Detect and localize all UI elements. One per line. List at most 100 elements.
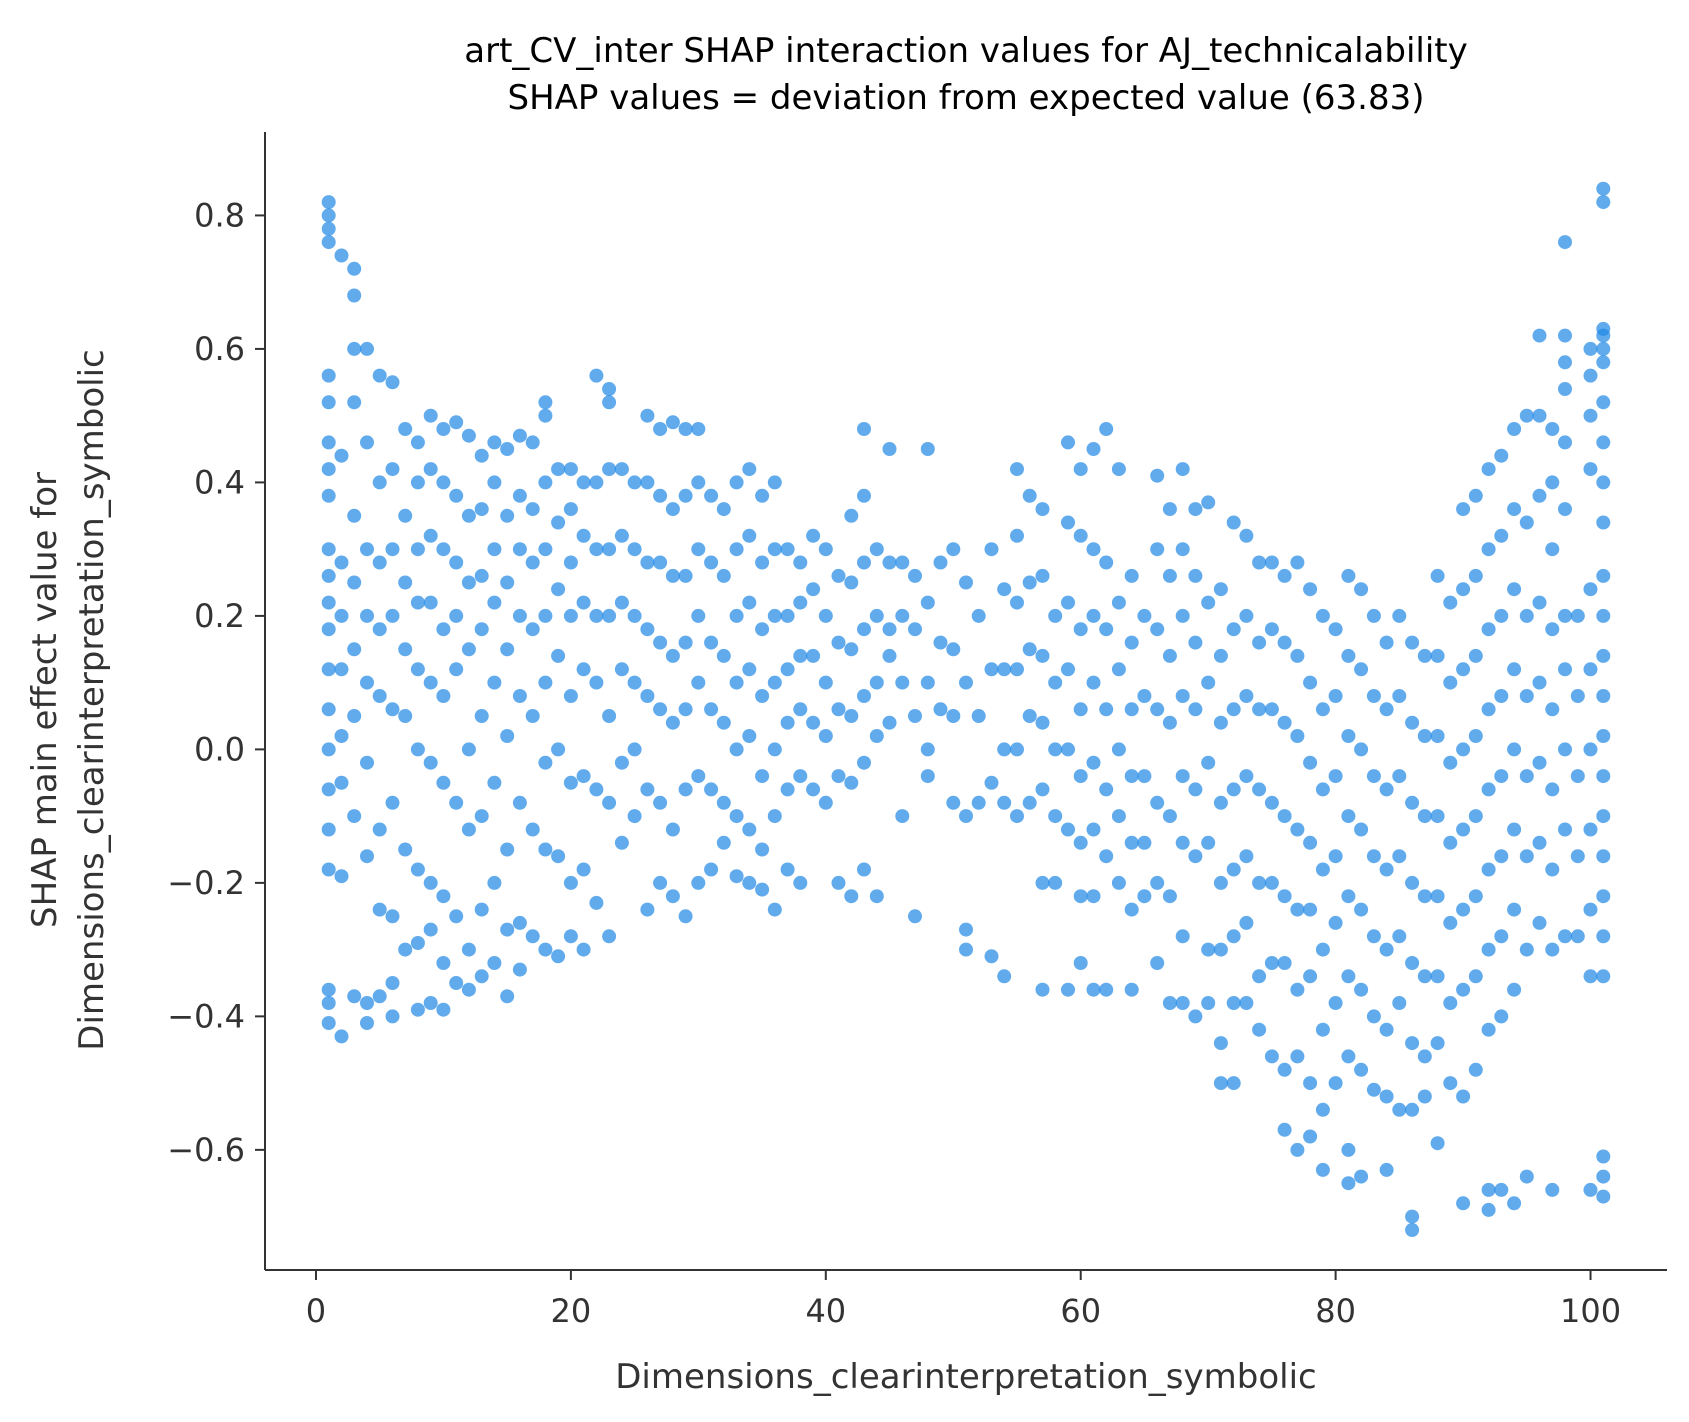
x-tick-label: 60 [1060, 1292, 1101, 1330]
data-point [1201, 675, 1216, 690]
data-point [1073, 622, 1088, 637]
data-point [436, 956, 451, 970]
data-point [1022, 642, 1037, 657]
data-point [678, 782, 693, 797]
data-point [321, 368, 336, 383]
data-point [360, 675, 374, 690]
data-point [563, 775, 578, 790]
data-point [474, 502, 489, 517]
data-point [347, 809, 362, 824]
data-point [1341, 889, 1356, 904]
data-point [946, 642, 961, 657]
data-point [704, 862, 719, 877]
data-point [1239, 915, 1254, 930]
data-point [640, 782, 655, 797]
data-point [1507, 502, 1522, 517]
data-point [1430, 729, 1445, 743]
data-point [410, 595, 425, 610]
data-point [360, 996, 374, 1010]
data-point [806, 582, 821, 597]
data-point [971, 608, 986, 623]
data-point [1366, 929, 1381, 944]
data-point [1315, 942, 1330, 957]
data-point [538, 608, 553, 623]
data-point [321, 1016, 336, 1030]
data-point [1290, 1142, 1305, 1157]
data-point [398, 575, 413, 590]
data-point [844, 508, 859, 523]
data-point [678, 702, 693, 717]
data-point [385, 462, 400, 477]
data-point [959, 575, 973, 590]
data-point [1583, 368, 1598, 383]
data-point [436, 775, 451, 790]
data-point [1494, 849, 1509, 864]
data-point [1494, 769, 1509, 784]
data-point [653, 635, 668, 650]
data-point [1162, 809, 1177, 824]
data-point [869, 675, 884, 690]
data-point [1583, 462, 1598, 477]
data-point [1099, 422, 1114, 436]
data-point [908, 622, 922, 637]
data-point [780, 608, 795, 623]
data-point [423, 922, 438, 937]
data-point [755, 488, 770, 503]
data-point [997, 742, 1012, 757]
data-point [1035, 568, 1050, 583]
data-point [742, 729, 757, 743]
data-point [372, 989, 387, 1004]
data-point [1239, 689, 1254, 703]
data-point [334, 662, 349, 677]
data-point [1022, 795, 1037, 810]
data-point [1354, 1062, 1369, 1077]
data-point [882, 715, 897, 730]
data-point [1494, 448, 1509, 463]
data-point [334, 608, 349, 623]
data-point [372, 368, 387, 383]
data-point [1048, 675, 1063, 690]
data-point [1468, 889, 1483, 904]
data-point [525, 435, 540, 450]
data-point [449, 795, 464, 810]
data-point [1213, 1076, 1228, 1091]
data-point [614, 835, 629, 850]
data-point [602, 382, 617, 396]
data-point [1124, 982, 1139, 997]
data-point [1099, 555, 1114, 570]
data-point [1150, 468, 1165, 483]
x-tick-label: 20 [551, 1292, 592, 1330]
data-point [334, 869, 349, 884]
data-point [844, 889, 859, 904]
data-point [869, 729, 884, 743]
data-point [321, 862, 336, 877]
data-point [449, 608, 464, 623]
data-point [1035, 502, 1050, 517]
data-point [1264, 622, 1279, 637]
data-point [525, 555, 540, 570]
data-point [1456, 822, 1471, 837]
data-point [461, 508, 476, 523]
y-tick-label: −0.2 [167, 864, 245, 902]
data-point [806, 648, 821, 663]
data-point [665, 889, 680, 904]
data-point [410, 662, 425, 677]
data-point [1175, 462, 1190, 477]
data-point [1354, 1169, 1369, 1184]
data-point [1226, 1076, 1241, 1091]
data-point [1162, 889, 1177, 904]
data-point [1392, 929, 1407, 944]
data-point [1188, 635, 1203, 650]
data-point [1596, 181, 1611, 196]
data-point [576, 862, 591, 877]
data-point [1558, 355, 1572, 370]
data-point [1443, 595, 1458, 610]
data-point [1545, 702, 1560, 717]
y-axis-ticks: 0.8 0.6 0.4 0.2 0.0 −0.2 −0.4 −0.6 [167, 196, 265, 1169]
data-point [334, 775, 349, 790]
data-point [449, 415, 464, 430]
data-point [1303, 835, 1318, 850]
data-point [602, 462, 617, 477]
data-point [1583, 408, 1598, 423]
